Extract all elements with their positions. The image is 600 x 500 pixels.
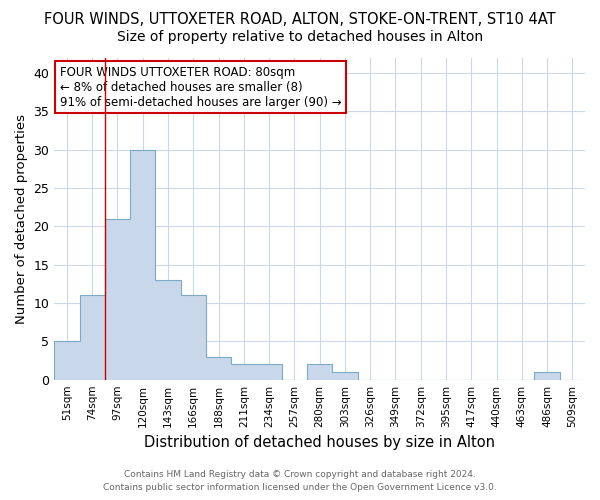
X-axis label: Distribution of detached houses by size in Alton: Distribution of detached houses by size …	[144, 435, 495, 450]
Text: FOUR WINDS, UTTOXETER ROAD, ALTON, STOKE-ON-TRENT, ST10 4AT: FOUR WINDS, UTTOXETER ROAD, ALTON, STOKE…	[44, 12, 556, 28]
Text: Size of property relative to detached houses in Alton: Size of property relative to detached ho…	[117, 30, 483, 44]
Y-axis label: Number of detached properties: Number of detached properties	[15, 114, 28, 324]
Text: Contains HM Land Registry data © Crown copyright and database right 2024.
Contai: Contains HM Land Registry data © Crown c…	[103, 470, 497, 492]
Text: FOUR WINDS UTTOXETER ROAD: 80sqm
← 8% of detached houses are smaller (8)
91% of : FOUR WINDS UTTOXETER ROAD: 80sqm ← 8% of…	[59, 66, 341, 108]
